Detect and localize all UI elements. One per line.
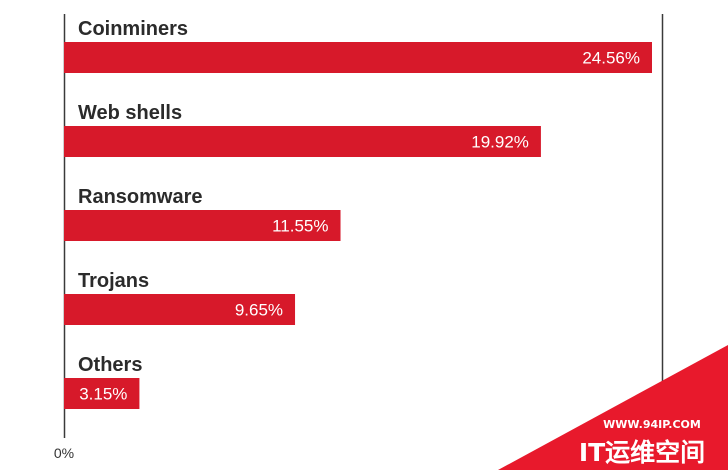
bar-1 [64,126,541,157]
watermark-brand: IT运维空间 [579,438,705,467]
category-label-2: Ransomware [78,186,203,208]
x-tick-label-0: 0% [54,445,74,461]
value-label-4: 3.15% [79,385,127,404]
category-label-1: Web shells [78,102,182,124]
category-label-4: Others [78,354,142,376]
watermark-triangle [498,345,728,470]
bars-layer: Coinminers 24.56% Web shells 19.92% Ransomwa… [64,18,652,409]
value-label-0: 24.56% [582,49,640,68]
value-label-1: 19.92% [471,133,529,152]
watermark-url: WWW.94IP.COM [603,418,701,431]
bar-3 [64,294,296,325]
value-label-2: 11.55% [272,217,328,236]
category-label-0: Coinminers [78,18,188,40]
bar-2 [64,210,341,241]
bar-4 [64,378,140,409]
bar-0 [64,42,652,73]
value-label-3: 9.65% [235,301,283,320]
watermark: WWW.94IP.COM IT运维空间 [498,345,728,470]
category-label-3: Trojans [78,270,149,292]
